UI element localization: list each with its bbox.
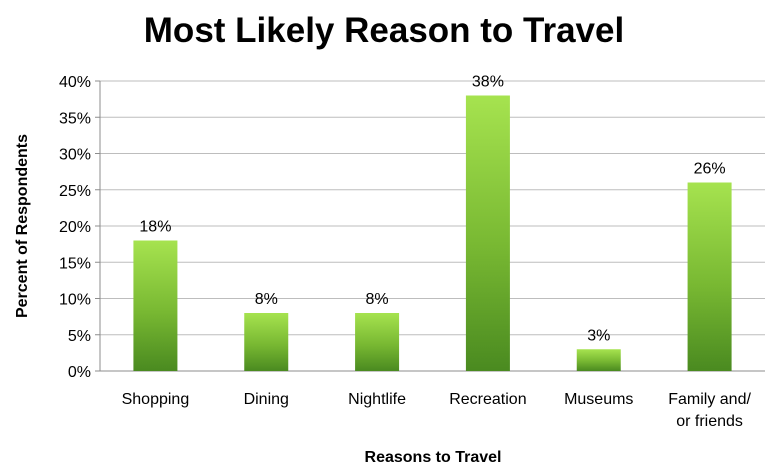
x-axis-title: Reasons to Travel	[365, 449, 502, 466]
bars	[133, 95, 732, 371]
x-axis-categories: Shopping Dining Nightlife Recreation Museums…	[122, 391, 752, 430]
chart-title: Most Likely Reason to Travel	[144, 11, 624, 50]
gridlines	[99, 80, 765, 372]
x-category-label: Museums	[564, 391, 633, 408]
x-category-label-line: Shopping	[122, 391, 190, 408]
y-tick-label: 10%	[59, 292, 91, 309]
x-category-label-line: Nightlife	[348, 391, 406, 408]
x-category-label-line: Family and/	[668, 391, 751, 408]
x-category-label-line: Museums	[564, 391, 633, 408]
y-axis-ticks: 0% 5% 10% 15% 20% 25% 30% 35% 40%	[59, 74, 100, 381]
x-category-label-line: or friends	[676, 413, 743, 430]
x-category-label: Dining	[244, 391, 289, 408]
x-category-label: Family and/or friends	[668, 391, 751, 430]
data-label: 18%	[139, 219, 171, 236]
x-category-label: Shopping	[122, 391, 190, 408]
data-labels: 18% 8% 8% 38% 3% 26%	[139, 74, 725, 345]
y-tick-label: 40%	[59, 74, 91, 91]
bar	[576, 349, 621, 371]
y-tick-label: 25%	[59, 183, 91, 200]
y-tick-label: 35%	[59, 110, 91, 127]
y-tick-label: 20%	[59, 219, 91, 236]
x-category-label: Recreation	[449, 391, 526, 408]
data-label: 8%	[366, 291, 389, 308]
data-label: 8%	[255, 291, 278, 308]
data-label: 26%	[694, 161, 726, 178]
bar	[465, 95, 510, 371]
data-label: 3%	[587, 327, 610, 344]
y-tick-label: 5%	[68, 328, 91, 345]
bar	[133, 240, 178, 371]
x-category-label-line: Dining	[244, 391, 289, 408]
data-label: 38%	[472, 74, 504, 91]
y-tick-label: 0%	[68, 364, 91, 381]
bar	[355, 313, 400, 371]
bar	[687, 182, 732, 371]
bar	[244, 313, 289, 371]
x-category-label: Nightlife	[348, 391, 406, 408]
y-axis-title: Percent of Respondents	[14, 134, 31, 318]
y-tick-label: 15%	[59, 255, 91, 272]
x-category-label-line: Recreation	[449, 391, 526, 408]
y-tick-label: 30%	[59, 147, 91, 164]
